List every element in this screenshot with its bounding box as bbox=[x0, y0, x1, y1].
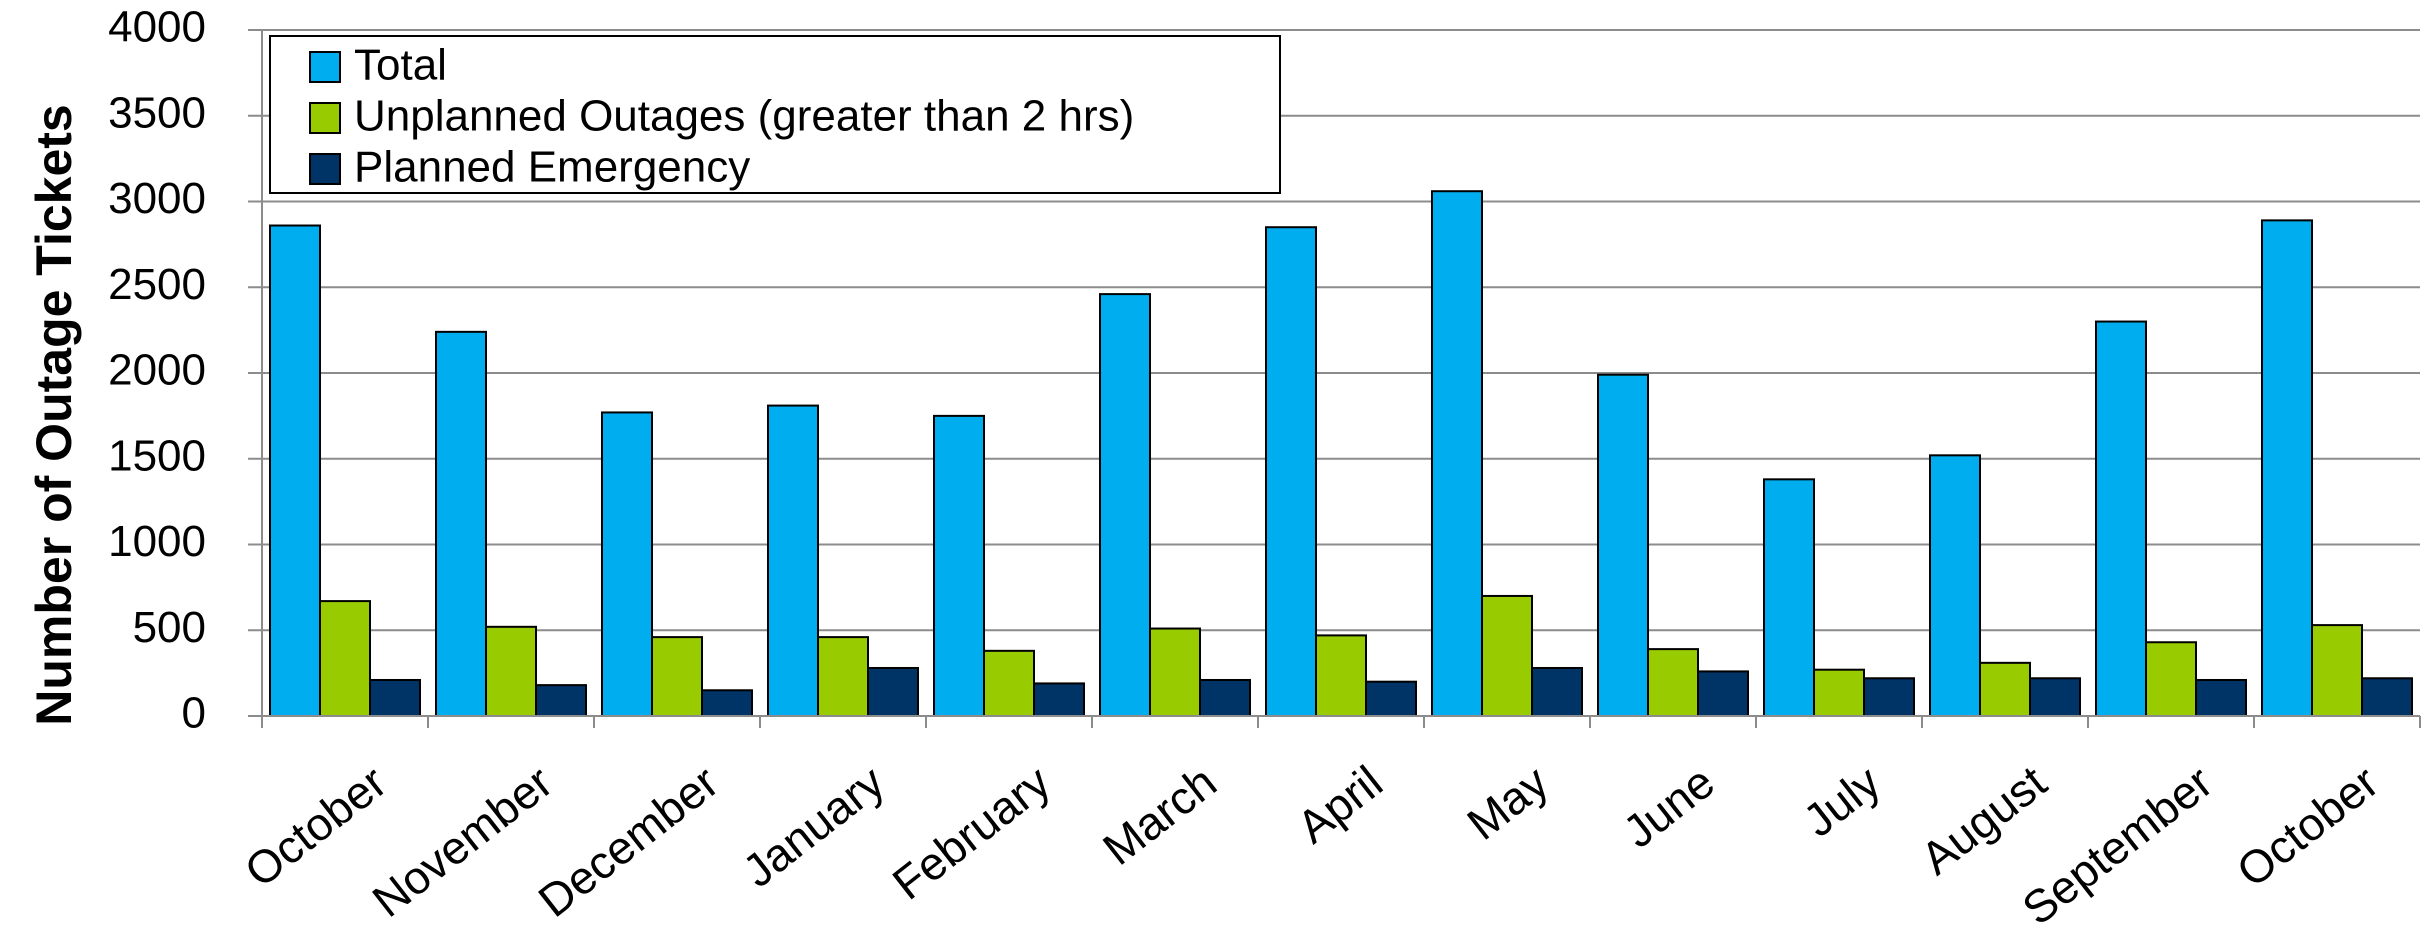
bar bbox=[867, 666, 919, 717]
bar bbox=[2095, 320, 2147, 717]
bar bbox=[1033, 682, 1085, 717]
y-tick-label: 2000 bbox=[108, 346, 206, 395]
bar bbox=[1863, 677, 1915, 718]
bar bbox=[1315, 634, 1367, 718]
bar bbox=[1099, 293, 1151, 717]
bar bbox=[369, 678, 421, 717]
y-axis-label: Number of Outage Tickets bbox=[26, 104, 82, 725]
bar bbox=[485, 625, 537, 718]
x-tick-label: October bbox=[235, 755, 396, 897]
y-tick-label: 2500 bbox=[108, 260, 206, 309]
bar bbox=[601, 411, 653, 717]
y-tick-label: 0 bbox=[182, 689, 206, 738]
bar bbox=[1929, 454, 1981, 717]
y-tick-label: 3000 bbox=[108, 174, 206, 223]
bars-layer bbox=[269, 190, 2413, 718]
legend-swatch bbox=[309, 51, 341, 83]
bar bbox=[1265, 226, 1317, 717]
legend-box bbox=[269, 35, 1281, 194]
bar bbox=[2311, 624, 2363, 717]
legend-label: Planned Emergency bbox=[354, 143, 750, 192]
y-tick-label: 1500 bbox=[108, 431, 206, 480]
bar bbox=[269, 224, 321, 717]
bar bbox=[701, 689, 753, 718]
x-tick-label: December bbox=[529, 755, 728, 927]
x-tick-label: November bbox=[363, 755, 562, 927]
x-tick-label: May bbox=[1457, 755, 1557, 849]
x-tick-label: October bbox=[2227, 755, 2388, 897]
bar bbox=[983, 649, 1035, 718]
bar bbox=[1697, 670, 1749, 717]
y-tick-label: 1000 bbox=[108, 517, 206, 566]
y-tick-label: 4000 bbox=[108, 3, 206, 52]
y-tick-label: 3500 bbox=[108, 88, 206, 137]
bar bbox=[1597, 373, 1649, 717]
bar bbox=[2261, 219, 2313, 718]
x-tick-label: April bbox=[1287, 755, 1392, 853]
bar bbox=[2195, 678, 2247, 717]
bar bbox=[1149, 627, 1201, 717]
bar bbox=[1199, 678, 1251, 717]
bar bbox=[933, 414, 985, 717]
bar bbox=[1481, 594, 1533, 718]
bar bbox=[2029, 677, 2081, 718]
x-tick-label: February bbox=[883, 755, 1060, 909]
bar bbox=[1531, 666, 1583, 717]
legend-swatch bbox=[309, 102, 341, 134]
x-tick-label: August bbox=[1911, 755, 2056, 884]
legend-label: Unplanned Outages (greater than 2 hrs) bbox=[354, 92, 1134, 141]
bar bbox=[2361, 677, 2413, 718]
bar bbox=[1813, 668, 1865, 718]
bar bbox=[535, 684, 587, 718]
bar bbox=[1763, 478, 1815, 717]
legend-label: Total bbox=[354, 41, 447, 90]
bar bbox=[817, 636, 869, 717]
legend-swatch bbox=[309, 153, 341, 185]
x-tick-label: June bbox=[1613, 755, 1724, 857]
bar bbox=[435, 330, 487, 717]
bar bbox=[1365, 680, 1417, 718]
x-tick-label: March bbox=[1093, 755, 1226, 875]
y-tick-label: 500 bbox=[133, 603, 206, 652]
bar bbox=[767, 404, 819, 717]
bar bbox=[1647, 648, 1699, 717]
bar bbox=[319, 600, 371, 717]
bar bbox=[2145, 641, 2197, 718]
x-tick-label: July bbox=[1793, 755, 1889, 846]
bar bbox=[1979, 661, 2031, 718]
x-tick-label: January bbox=[733, 755, 894, 897]
bar bbox=[651, 636, 703, 717]
bar bbox=[1431, 190, 1483, 717]
